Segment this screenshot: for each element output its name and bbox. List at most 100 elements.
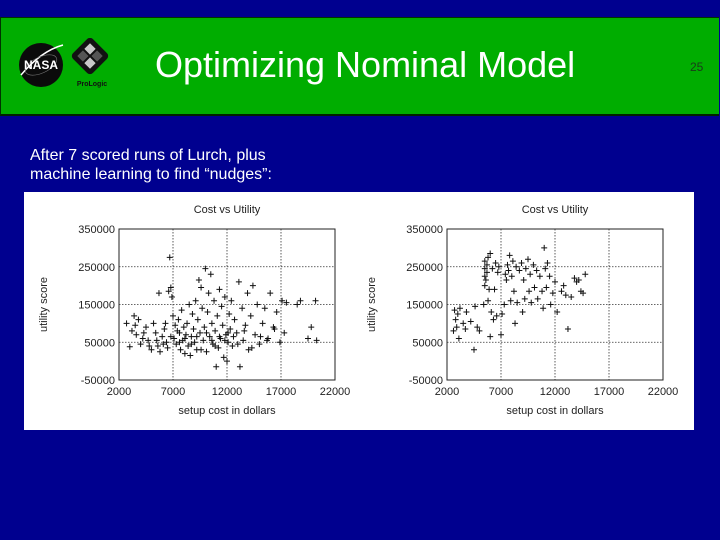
data-point-plus-icon xyxy=(160,341,167,348)
data-point-plus-icon xyxy=(297,297,304,304)
data-point-plus-icon xyxy=(562,292,569,299)
x-tick-label: 22000 xyxy=(320,386,351,398)
data-point-plus-icon xyxy=(312,297,319,304)
data-point-plus-icon xyxy=(213,363,220,370)
svg-text:NASA: NASA xyxy=(24,58,58,72)
data-point-plus-icon xyxy=(208,320,215,327)
data-point-plus-icon xyxy=(518,259,525,266)
data-point-plus-icon xyxy=(571,275,578,282)
data-point-plus-icon xyxy=(582,271,589,278)
data-point-plus-icon xyxy=(257,333,264,340)
data-point-plus-icon xyxy=(539,288,546,295)
data-point-plus-icon xyxy=(216,286,223,293)
data-point-plus-icon xyxy=(236,363,243,370)
data-point-plus-icon xyxy=(528,299,535,306)
body-line-2: machine learning to find “nudges”: xyxy=(30,166,272,183)
data-point-plus-icon xyxy=(167,333,174,340)
data-point-plus-icon xyxy=(273,309,280,316)
data-point-plus-icon xyxy=(214,312,221,319)
data-point-plus-icon xyxy=(163,339,170,346)
data-point-plus-icon xyxy=(498,331,504,338)
y-tick-label: 50000 xyxy=(412,337,443,349)
data-point-plus-icon xyxy=(249,282,256,289)
data-point-plus-icon xyxy=(215,344,222,351)
y-tick-label: -50000 xyxy=(81,375,115,387)
data-point-plus-icon xyxy=(313,337,320,344)
data-point-plus-icon xyxy=(181,350,188,357)
data-point-plus-icon xyxy=(157,348,164,355)
title-bar xyxy=(0,17,719,116)
data-point-plus-icon xyxy=(188,341,195,348)
data-point-plus-icon xyxy=(519,309,526,316)
data-point-plus-icon xyxy=(462,326,469,333)
data-point-plus-icon xyxy=(491,286,498,293)
data-point-plus-icon xyxy=(128,327,135,334)
data-point-plus-icon xyxy=(143,324,149,331)
data-point-plus-icon xyxy=(552,278,558,285)
data-point-plus-icon xyxy=(162,320,169,327)
data-point-plus-icon xyxy=(489,265,496,272)
data-point-plus-icon xyxy=(450,327,457,334)
data-point-plus-icon xyxy=(308,324,315,331)
y-tick-label: 150000 xyxy=(78,300,115,312)
data-point-plus-icon xyxy=(212,343,219,350)
data-point-plus-icon xyxy=(267,290,274,297)
data-point-plus-icon xyxy=(259,320,266,327)
data-point-plus-icon xyxy=(240,337,247,344)
data-point-plus-icon xyxy=(276,339,283,346)
data-point-plus-icon xyxy=(542,265,549,272)
data-point-plus-icon xyxy=(261,305,268,312)
body-line-1: After 7 scored runs of Lurch, plus xyxy=(30,147,266,164)
data-point-plus-icon xyxy=(155,290,162,297)
data-point-plus-icon xyxy=(485,254,492,261)
data-point-plus-icon xyxy=(172,322,179,329)
data-point-plus-icon xyxy=(546,273,553,280)
data-point-plus-icon xyxy=(283,299,290,306)
data-point-plus-icon xyxy=(492,259,499,266)
data-point-plus-icon xyxy=(256,341,263,348)
data-point-plus-icon xyxy=(181,335,188,342)
data-point-plus-icon xyxy=(543,284,550,291)
data-point-plus-icon xyxy=(154,343,161,350)
data-point-plus-icon xyxy=(198,284,205,291)
scatter-plots: 2000 7000 12000 17000 22000 -50000 50000 150000… xyxy=(38,204,678,417)
data-point-plus-icon xyxy=(245,346,252,353)
data-point-plus-icon xyxy=(482,276,489,283)
data-point-plus-icon xyxy=(536,273,543,280)
x-axis-label: setup cost in dollars xyxy=(178,405,276,417)
chart-title: Cost vs Utility xyxy=(194,204,261,216)
data-point-plus-icon xyxy=(187,352,194,359)
data-point-plus-icon xyxy=(139,335,146,342)
data-point-plus-icon xyxy=(481,273,488,280)
data-point-plus-icon xyxy=(164,344,171,351)
data-point-plus-icon xyxy=(190,326,197,333)
data-point-plus-icon xyxy=(221,293,228,300)
data-point-plus-icon xyxy=(454,310,461,317)
data-point-plus-icon xyxy=(503,276,510,283)
data-point-plus-icon xyxy=(177,346,184,353)
data-point-plus-icon xyxy=(541,244,548,251)
data-point-plus-icon xyxy=(560,282,567,289)
data-point-plus-icon xyxy=(502,271,509,278)
data-point-plus-icon xyxy=(208,337,215,344)
x-tick-label: 12000 xyxy=(212,386,243,398)
data-point-plus-icon xyxy=(219,322,226,329)
data-point-plus-icon xyxy=(203,348,210,355)
data-point-plus-icon xyxy=(495,263,502,270)
data-point-plus-icon xyxy=(488,309,495,316)
data-point-plus-icon xyxy=(167,284,174,291)
data-point-plus-icon xyxy=(481,282,488,289)
data-point-plus-icon xyxy=(527,271,534,278)
data-point-plus-icon xyxy=(244,290,251,297)
data-point-plus-icon xyxy=(254,301,261,308)
data-point-plus-icon xyxy=(192,297,199,304)
data-point-plus-icon xyxy=(212,327,219,334)
data-point-plus-icon xyxy=(166,254,173,261)
data-point-plus-icon xyxy=(525,256,531,263)
data-point-plus-icon xyxy=(540,305,547,312)
data-point-plus-icon xyxy=(501,301,508,308)
data-point-plus-icon xyxy=(135,316,142,323)
data-point-plus-icon xyxy=(145,337,152,344)
data-point-plus-icon xyxy=(228,297,235,304)
data-point-plus-icon xyxy=(487,250,494,257)
